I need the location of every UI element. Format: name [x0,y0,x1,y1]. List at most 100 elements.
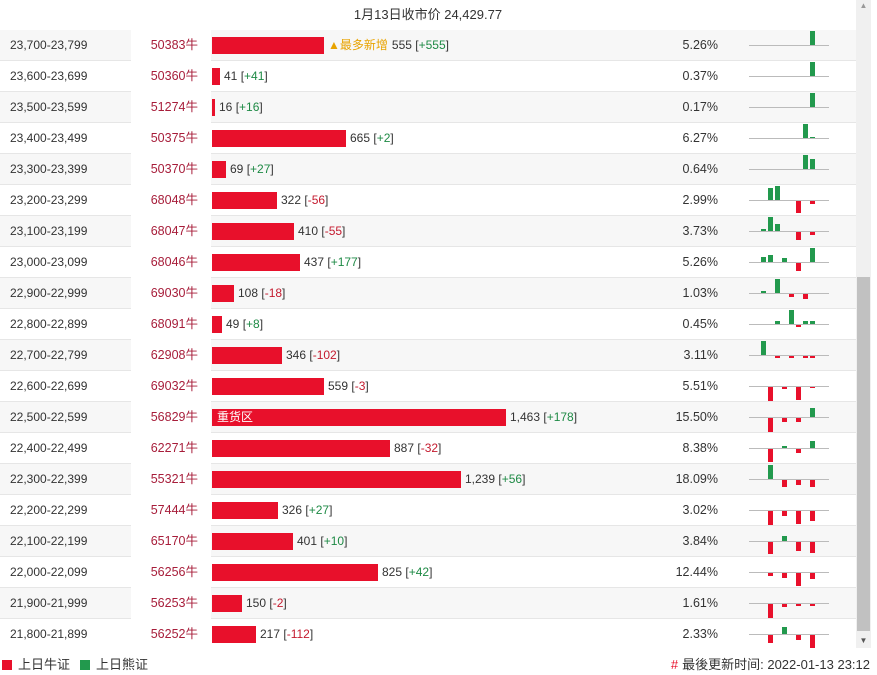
sparkline-mark [796,325,801,327]
cbbc-code-link[interactable]: 56256牛 [131,557,211,588]
scroll-down-arrow-icon[interactable]: ▼ [859,636,868,645]
share-percent: 18.09% [675,472,718,486]
quantity-bar [212,161,226,178]
table-row[interactable]: 23,500-23,599 51274牛 16 [+16] 0.17% [0,92,856,123]
sparkline-mark [810,159,815,169]
price-range: 23,400-23,499 [10,131,88,145]
cbbc-code-link[interactable]: 56829牛 [131,402,211,433]
sparkline-baseline [749,293,829,294]
quantity-change: +2 [376,131,391,145]
cbbc-code-link[interactable]: 62908牛 [131,340,211,371]
sparkline-baseline [749,76,829,77]
cbbc-code-link[interactable]: 56252牛 [131,619,211,648]
quantity-number: 346 [286,348,307,362]
cbbc-code-link[interactable]: 62271牛 [131,433,211,464]
cbbc-code-link[interactable]: 51274牛 [131,92,211,123]
share-percent: 1.03% [682,286,718,300]
cbbc-code-link[interactable]: 69032牛 [131,371,211,402]
table-row[interactable]: 21,800-21,899 56252牛 217 [-112] 2.33% [0,619,856,648]
sparkline-mark [775,321,780,324]
table-row[interactable]: 22,900-22,999 69030牛 108 [-18] 1.03% [0,278,856,309]
table-row[interactable]: 22,000-22,099 56256牛 825 [+42] 12.44% [0,557,856,588]
scroll-up-arrow-icon[interactable]: ▲ [859,1,868,10]
quantity-change: +42 [408,565,430,579]
sparkline-baseline [749,324,829,325]
share-percent: 2.33% [682,627,718,641]
sparkline-mark [796,232,801,240]
sparkline-mark [810,62,815,76]
share-percent: 3.11% [683,348,718,362]
last-updated: # 最後更新时间: 2022-01-13 23:12 [671,657,870,672]
sparkline-mark [810,635,815,648]
sparkline-mark [810,93,815,107]
sparkline-baseline [749,107,829,108]
most-added-tag: ▲最多新增 [328,38,388,52]
sparkline-mark [796,480,801,485]
history-sparkline [749,588,829,619]
cbbc-code-link[interactable]: 65170牛 [131,526,211,557]
table-row[interactable]: 23,100-23,199 68047牛 410 [-55] 3.73% [0,216,856,247]
last-updated-text: 最後更新时间: 2022-01-13 23:12 [682,657,870,672]
cbbc-code-link[interactable]: 55321牛 [131,464,211,495]
quantity-change: +27 [250,162,271,176]
cbbc-code-link[interactable]: 50360牛 [131,61,211,92]
table-row[interactable]: 22,700-22,799 62908牛 346 [-102] 3.11% [0,340,856,371]
cbbc-code-link[interactable]: 68046牛 [131,247,211,278]
scroll-thumb[interactable] [857,277,870,631]
cbbc-code-link[interactable]: 68047牛 [131,216,211,247]
quantity-number: 1,463 [510,410,541,424]
table-row[interactable]: 23,400-23,499 50375牛 665 [+2] 6.27% [0,123,856,154]
table-row[interactable]: 22,100-22,199 65170牛 401 [+10] 3.84% [0,526,856,557]
sparkline-mark [796,201,801,213]
sparkline-mark [810,321,815,324]
heavy-zone-label: 重货区 [217,410,254,424]
quantity-change: +56 [501,472,523,486]
sparkline-mark [789,356,794,358]
quantity-change: +8 [246,317,260,331]
sparkline-mark [768,465,773,479]
history-sparkline [749,402,829,433]
table-row[interactable]: 21,900-21,999 56253牛 150 [-2] 1.61% [0,588,856,619]
cbbc-code-link[interactable]: 50370牛 [131,154,211,185]
bull-swatch-icon [2,660,12,670]
table-row[interactable]: 22,500-22,599 56829牛 重货区 1,463 [+178] 15.50% [0,402,856,433]
quantity-number: 555 [391,38,412,52]
sparkline-mark [796,263,801,271]
price-range: 21,900-21,999 [10,596,88,610]
table-row[interactable]: 22,600-22,699 69032牛 559 [-3] 5.51% [0,371,856,402]
table-row[interactable]: 23,200-23,299 68048牛 322 [-56] 2.99% [0,185,856,216]
table-row[interactable]: 23,700-23,799 50383牛 ▲最多新增 555 [+555] 5.26% [0,30,856,61]
table-row[interactable]: 23,000-23,099 68046牛 437 [+177] 5.26% [0,247,856,278]
legend-bull-label: 上日牛证 [18,657,71,672]
table-row[interactable]: 23,300-23,399 50370牛 69 [+27] 0.64% [0,154,856,185]
sparkline-mark [810,511,815,521]
sparkline-mark [803,294,808,299]
cbbc-code-link[interactable]: 50375牛 [131,123,211,154]
price-range: 22,000-22,099 [10,565,88,579]
cbbc-code-link[interactable]: 68091牛 [131,309,211,340]
sparkline-mark [803,356,808,358]
quantity-value: 108 [-18] [238,286,286,300]
quantity-number: 41 [224,69,238,83]
vertical-scrollbar[interactable]: ▲ ▼ [856,0,871,648]
history-sparkline [749,247,829,278]
sparkline-mark [768,604,773,618]
cbbc-code-link[interactable]: 50383牛 [131,30,211,61]
cbbc-code-link[interactable]: 68048牛 [131,185,211,216]
sparkline-baseline [749,510,829,511]
history-sparkline [749,123,829,154]
sparkline-mark [810,441,815,448]
table-row[interactable]: 22,800-22,899 68091牛 49 [+8] 0.45% [0,309,856,340]
table-row[interactable]: 22,400-22,499 62271牛 887 [-32] 8.38% [0,433,856,464]
table-row[interactable]: 22,300-22,399 55321牛 1,239 [+56] 18.09% [0,464,856,495]
sparkline-baseline [749,200,829,201]
quantity-bar [212,285,234,302]
price-range: 23,700-23,799 [10,38,88,52]
table-row[interactable]: 22,200-22,299 57444牛 326 [+27] 3.02% [0,495,856,526]
cbbc-code-link[interactable]: 56253牛 [131,588,211,619]
price-range: 22,100-22,199 [10,534,88,548]
table-row[interactable]: 23,600-23,699 50360牛 41 [+41] 0.37% [0,61,856,92]
sparkline-mark [782,387,787,389]
cbbc-code-link[interactable]: 57444牛 [131,495,211,526]
cbbc-code-link[interactable]: 69030牛 [131,278,211,309]
